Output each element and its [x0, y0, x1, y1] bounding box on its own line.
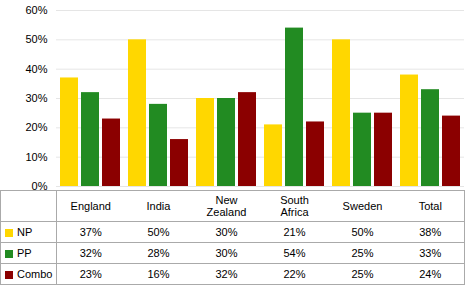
svg-text:40%: 40% [25, 63, 47, 75]
html-text:Combo: Combo [17, 268, 53, 280]
html-text:NP: NP [17, 226, 33, 238]
html-text:New Zealand: New Zealand [206, 194, 247, 218]
html-text:South Africa: South Africa [280, 194, 309, 218]
html-text:25%: 25% [351, 268, 374, 280]
html-text:22%: 22% [283, 268, 306, 280]
html-text:24%: 24% [419, 268, 442, 280]
html-text:21%: 21% [283, 226, 306, 238]
svg-text:0%: 0% [32, 180, 48, 190]
svg-text:50%: 50% [25, 33, 47, 45]
html-text:54%: 54% [283, 247, 306, 259]
html-text:32%: 32% [215, 268, 238, 280]
html-text:33%: 33% [419, 247, 442, 259]
html-text:30%: 30% [215, 226, 238, 238]
html-text:PP: PP [17, 247, 32, 259]
svg-text:20%: 20% [25, 121, 47, 133]
html-text:32%: 32% [79, 247, 102, 259]
html-text:50%: 50% [147, 226, 170, 238]
html-text:37%: 37% [79, 226, 102, 238]
html-text:Sweden: Sweden [342, 200, 383, 212]
html-text:25%: 25% [351, 247, 374, 259]
svg-text:30%: 30% [25, 92, 47, 104]
html-text:23%: 23% [79, 268, 102, 280]
html-text:India: India [146, 200, 171, 212]
html-text:28%: 28% [147, 247, 170, 259]
svg-text:10%: 10% [25, 151, 47, 163]
html-text:38%: 38% [419, 226, 442, 238]
html-text:Total: Total [418, 200, 442, 212]
html-text:50%: 50% [351, 226, 374, 238]
html-text:16%: 16% [147, 268, 170, 280]
svg-text:60%: 60% [25, 4, 47, 16]
html-text:30%: 30% [215, 247, 238, 259]
html-text:England: England [70, 200, 111, 212]
